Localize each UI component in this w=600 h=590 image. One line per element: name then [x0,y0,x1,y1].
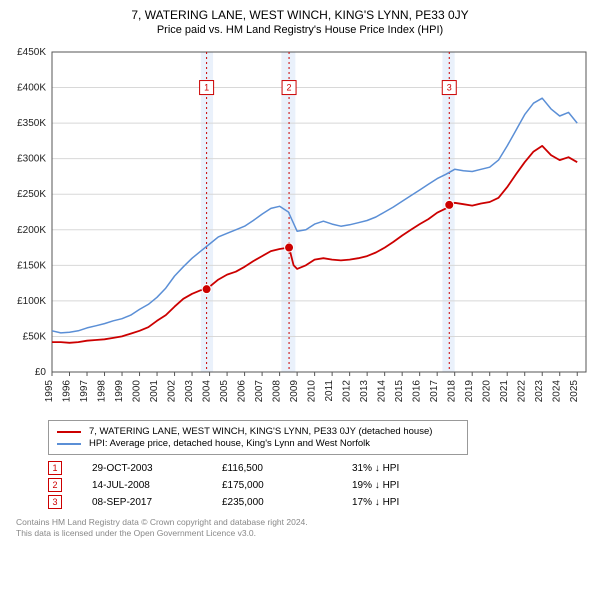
footer-line: This data is licensed under the Open Gov… [16,528,592,539]
transaction-price: £235,000 [222,497,322,508]
svg-text:2010: 2010 [307,380,318,403]
svg-text:2024: 2024 [552,380,563,403]
svg-text:2022: 2022 [517,380,528,403]
legend-item: HPI: Average price, detached house, King… [57,438,459,449]
svg-text:£250K: £250K [17,189,46,200]
svg-text:1997: 1997 [79,380,90,403]
svg-text:2: 2 [287,83,292,93]
svg-text:2000: 2000 [132,380,143,403]
legend-label: 7, WATERING LANE, WEST WINCH, KING'S LYN… [89,426,432,437]
svg-text:2001: 2001 [149,380,160,403]
svg-text:1995: 1995 [44,380,55,403]
svg-text:3: 3 [447,83,452,93]
legend-swatch [57,431,81,433]
svg-text:2013: 2013 [359,380,370,403]
svg-text:2004: 2004 [202,380,213,403]
price-chart: £0 £50K £100K £150K £200K £250K £300K £350K £400… [8,42,592,412]
svg-text:2025: 2025 [569,380,580,403]
svg-text:£50K: £50K [23,331,47,342]
legend-swatch [57,443,81,445]
svg-text:2011: 2011 [324,380,335,402]
transaction-delta: 19% ↓ HPI [352,480,452,491]
transaction-badge: 1 [48,461,62,475]
transaction-price: £116,500 [222,463,322,474]
svg-text:2017: 2017 [429,380,440,403]
svg-text:2007: 2007 [254,380,265,403]
svg-text:2003: 2003 [184,380,195,403]
transactions-table: 1 29-OCT-2003 £116,500 31% ↓ HPI 2 14-JU… [48,461,592,509]
svg-text:2020: 2020 [482,380,493,403]
svg-text:2023: 2023 [534,380,545,403]
transaction-delta: 17% ↓ HPI [352,497,452,508]
svg-text:2008: 2008 [272,380,283,403]
svg-text:1999: 1999 [114,380,125,403]
chart-subtitle: Price paid vs. HM Land Registry's House … [8,24,592,36]
transaction-date: 14-JUL-2008 [92,480,192,491]
svg-text:£0: £0 [35,367,47,378]
chart-title: 7, WATERING LANE, WEST WINCH, KING'S LYN… [8,8,592,22]
footer-attribution: Contains HM Land Registry data © Crown c… [16,517,592,539]
legend-item: 7, WATERING LANE, WEST WINCH, KING'S LYN… [57,426,459,437]
svg-text:£150K: £150K [17,260,46,271]
svg-text:2012: 2012 [342,380,353,403]
svg-text:£100K: £100K [17,296,46,307]
transaction-date: 08-SEP-2017 [92,497,192,508]
svg-text:2016: 2016 [412,380,423,403]
transaction-row: 2 14-JUL-2008 £175,000 19% ↓ HPI [48,478,592,492]
svg-text:1998: 1998 [97,380,108,403]
svg-text:2015: 2015 [394,380,405,403]
transaction-badge: 2 [48,478,62,492]
transaction-badge: 3 [48,495,62,509]
svg-text:1: 1 [204,83,209,93]
transaction-row: 3 08-SEP-2017 £235,000 17% ↓ HPI [48,495,592,509]
svg-text:£200K: £200K [17,225,46,236]
svg-text:2002: 2002 [167,380,178,403]
transaction-date: 29-OCT-2003 [92,463,192,474]
svg-text:2019: 2019 [464,380,475,403]
svg-text:2005: 2005 [219,380,230,403]
svg-text:2006: 2006 [237,380,248,403]
transaction-price: £175,000 [222,480,322,491]
svg-text:£450K: £450K [17,47,46,58]
transaction-row: 1 29-OCT-2003 £116,500 31% ↓ HPI [48,461,592,475]
svg-text:2021: 2021 [499,380,510,403]
footer-line: Contains HM Land Registry data © Crown c… [16,517,592,528]
svg-text:£300K: £300K [17,154,46,165]
svg-text:£400K: £400K [17,83,46,94]
svg-text:1996: 1996 [62,380,73,403]
svg-text:2009: 2009 [289,380,300,403]
svg-text:2018: 2018 [447,380,458,403]
chart-legend: 7, WATERING LANE, WEST WINCH, KING'S LYN… [48,420,468,455]
transaction-delta: 31% ↓ HPI [352,463,452,474]
legend-label: HPI: Average price, detached house, King… [89,438,370,449]
svg-text:£350K: £350K [17,118,46,129]
svg-text:2014: 2014 [377,380,388,403]
